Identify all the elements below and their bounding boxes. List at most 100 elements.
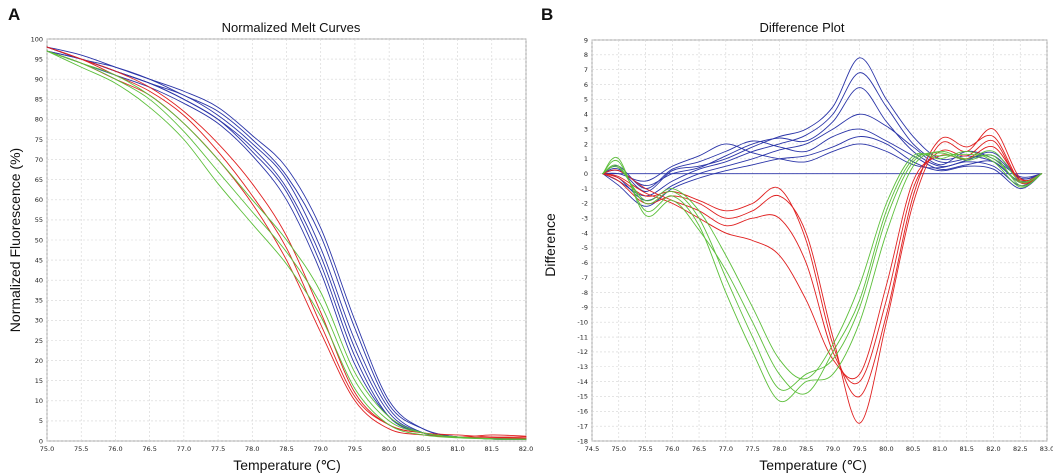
y-tick-label: 40 [35,277,43,285]
y-tick-label: 75 [35,136,43,144]
series-line-a-green-10 [46,50,527,440]
x-tick-label: 76.5 [142,445,156,453]
y-tick-label: 60 [35,196,43,204]
x-axis-label-b: Temperature (℃) [759,457,867,473]
series-line-a-red-7 [46,46,527,438]
x-tick-label: 78.0 [772,445,786,453]
panel-letter-b: B [541,5,553,24]
y-tick-label: 100 [31,35,43,43]
y-tick-label: 10 [35,397,43,405]
y-tick-label: 0 [584,170,588,178]
y-tick-label: -15 [577,393,588,401]
series-line-b-blue-5 [602,136,1043,207]
y-tick-label: 4 [584,111,588,119]
y-tick-label: 90 [35,76,43,84]
chart-title-a: Normalized Melt Curves [222,20,361,35]
x-tick-label: 79.5 [852,445,866,453]
x-tick-label: 76.0 [108,445,122,453]
x-tick-label: 75.5 [638,445,652,453]
series-line-a-green-11 [46,50,527,440]
y-tick-label: 45 [35,256,43,264]
grid-a [46,38,527,442]
x-tick-label: 79.0 [313,445,327,453]
y-tick-label: -6 [582,259,588,267]
panel-letter-a: A [8,5,20,24]
x-ticks-a: 75.0 75.5 76.0 76.5 77.0 77.5 78.0 78.5 79.0 79.5… [40,445,533,453]
y-tick-label: 85 [35,96,43,104]
x-tick-label: 75.5 [74,445,88,453]
y-tick-label: 9 [584,36,588,44]
y-ticks-b: 9 8 7 6 5 4 3 2 1 0 -1 -2 -3 -4 -5 -6 -7 -8 -9 -10 -11 -12 -13… [577,36,588,445]
y-tick-label: -11 [577,333,588,341]
y-tick-label: -1 [582,185,588,193]
y-axis-label-a: Normalized Fluorescence (%) [7,148,23,332]
x-tick-label: 77.0 [719,445,733,453]
y-tick-label: 55 [35,216,43,224]
x-tick-label: 80.5 [906,445,920,453]
curves-a [46,46,527,440]
x-tick-label: 81.5 [959,445,973,453]
y-tick-label: -16 [577,408,588,416]
chart-title-b: Difference Plot [759,20,844,35]
y-tick-label: -7 [582,274,588,282]
x-tick-label: 78.5 [799,445,813,453]
y-tick-label: 2 [584,140,588,148]
curves-b [602,57,1043,424]
y-tick-label: 5 [39,417,43,425]
y-tick-label: 30 [35,317,43,325]
y-tick-label: 95 [35,55,43,63]
y-tick-label: 20 [35,357,43,365]
panel-b: B Difference Plot 74.5 75.0 75.5 76.0 76.5 77… [541,5,1053,473]
x-tick-label: 81.0 [450,445,464,453]
x-tick-label: 76.0 [665,445,679,453]
x-tick-label: 77.0 [177,445,191,453]
y-tick-label: 5 [584,96,588,104]
y-tick-label: -10 [577,318,588,326]
y-tick-label: 65 [35,176,43,184]
y-tick-label: -13 [577,363,588,371]
x-tick-label: 82.5 [1013,445,1027,453]
x-tick-label: 80.0 [382,445,396,453]
x-tick-label: 74.5 [585,445,599,453]
x-tick-label: 78.5 [279,445,293,453]
series-line-b-blue-6 [602,143,1043,182]
y-tick-label: 70 [35,156,43,164]
y-tick-label: 50 [35,236,43,244]
x-tick-label: 82.0 [519,445,533,453]
y-ticks-a: 0 5 10 15 20 25 30 35 40 45 50 55 60 65 70 75 80 85 90 95 10… [31,35,43,445]
series-line-b-green-13 [602,153,1043,395]
series-line-b-green-14 [602,150,1043,380]
x-tick-label: 77.5 [211,445,225,453]
y-tick-label: 25 [35,337,43,345]
x-tick-label: 80.0 [879,445,893,453]
y-axis-label-b: Difference [542,213,558,277]
x-tick-label: 78.0 [245,445,259,453]
x-tick-label: 76.5 [692,445,706,453]
y-tick-label: 1 [584,155,588,163]
series-line-b-green-11 [602,150,1043,403]
y-tick-label: -12 [577,348,588,356]
panel-a: A Normalized Melt Curves 75.0 75.5 76.0 76.… [7,5,533,473]
y-tick-label: 80 [35,116,43,124]
x-tick-label: 81.5 [485,445,499,453]
y-tick-label: 3 [584,125,588,133]
y-tick-label: -2 [582,200,588,208]
y-tick-label: -14 [577,378,588,386]
y-tick-label: 6 [584,81,588,89]
y-tick-label: 7 [584,66,588,74]
y-tick-label: 0 [39,437,43,445]
y-tick-label: 35 [35,297,43,305]
x-tick-label: 80.5 [416,445,430,453]
series-line-a-blue-1 [46,46,527,440]
series-line-b-blue-4 [602,128,1043,189]
x-tick-label: 79.5 [348,445,362,453]
x-tick-label: 75.0 [40,445,54,453]
y-tick-label: -18 [577,437,588,445]
y-tick-label: 8 [584,51,588,59]
y-tick-label: -3 [582,215,588,223]
y-tick-label: -5 [582,244,588,252]
y-tick-label: -8 [582,289,588,297]
x-tick-label: 77.5 [745,445,759,453]
